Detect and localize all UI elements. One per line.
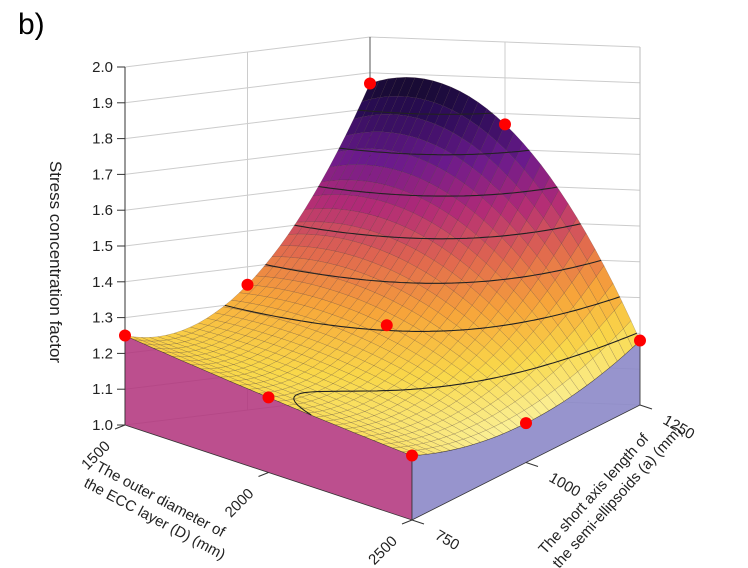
design-point xyxy=(520,417,532,430)
surface-cell xyxy=(531,400,550,416)
z-tick-label: 1.0 xyxy=(92,417,113,434)
x-tick xyxy=(114,424,126,430)
surface-cell xyxy=(447,441,466,449)
z-tick-label: 1.6 xyxy=(92,202,113,219)
y-tick-label: 750 xyxy=(432,527,462,554)
design-point xyxy=(262,391,275,404)
surface-cell xyxy=(523,405,542,420)
z-tick-label: 1.3 xyxy=(92,310,113,327)
x-tick xyxy=(401,519,413,525)
surface-cell xyxy=(584,358,603,380)
y-tick xyxy=(639,404,653,410)
z-tick-label: 1.2 xyxy=(92,345,113,362)
y-tick xyxy=(525,462,539,467)
panel-label: b) xyxy=(18,8,45,41)
design-point xyxy=(634,334,646,347)
z-tick-label: 1.4 xyxy=(92,274,113,291)
response-surface xyxy=(124,77,641,456)
surface-cell xyxy=(455,438,474,447)
surface-cell xyxy=(554,383,572,402)
contour-line xyxy=(224,296,620,332)
surface-cell xyxy=(424,447,444,454)
contour-line xyxy=(265,259,602,284)
z-tick-label: 2.0 xyxy=(92,59,113,76)
z-axis-title: Stress concentration factor xyxy=(46,161,65,364)
design-point xyxy=(406,449,418,462)
surface-cell xyxy=(569,371,588,392)
contour-line xyxy=(339,147,530,156)
x-tick xyxy=(258,472,269,477)
z-gridline xyxy=(124,36,641,68)
surface-cell xyxy=(592,351,610,374)
z-tick-label: 1.9 xyxy=(92,95,113,112)
x-tick-label: 2500 xyxy=(365,533,401,568)
x-tick-label: 2000 xyxy=(222,485,258,521)
z-tick-label: 1.7 xyxy=(92,166,113,183)
z-tick-label: 1.5 xyxy=(92,238,113,255)
contour-line xyxy=(357,109,493,115)
design-point xyxy=(380,319,393,332)
z-tick-label: 1.1 xyxy=(92,381,113,398)
design-point xyxy=(364,77,376,90)
y-tick-label: 1000 xyxy=(546,469,583,500)
design-point xyxy=(119,329,131,342)
z-tick-label: 1.8 xyxy=(92,131,113,148)
y-tick xyxy=(411,519,425,525)
contour-line xyxy=(294,223,581,240)
contour-line xyxy=(293,332,637,416)
contour-line xyxy=(318,185,558,197)
surface-cell xyxy=(439,443,459,451)
contour-lines xyxy=(224,109,637,416)
design-point xyxy=(241,278,254,291)
design-point xyxy=(499,118,511,131)
surface-cell xyxy=(539,394,557,411)
surface-cell xyxy=(546,389,565,407)
